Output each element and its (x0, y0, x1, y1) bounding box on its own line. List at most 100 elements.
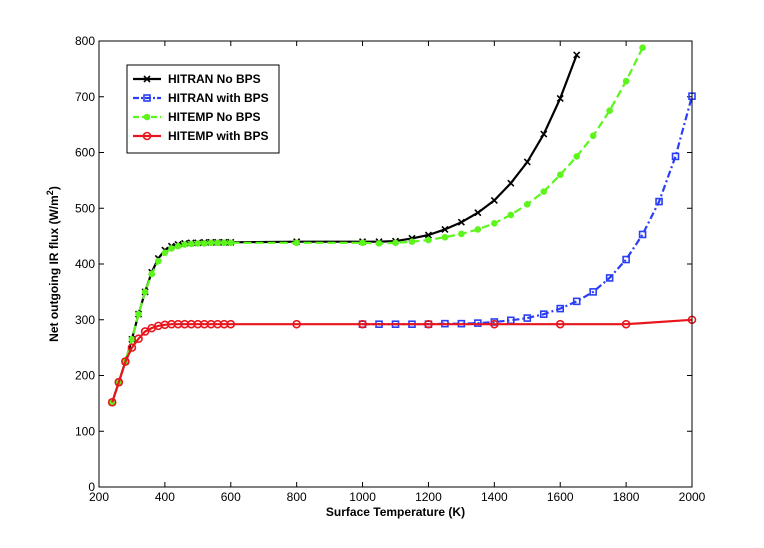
y-tick-label: 600 (75, 146, 95, 160)
hitran-no-bps-point-stroke (507, 179, 515, 187)
hitemp-with-bps-point (226, 319, 236, 329)
hitran-with-bps-point (605, 274, 614, 282)
series-group (107, 44, 697, 407)
hitemp-no-bps-point (523, 201, 531, 208)
hitemp-no-bps-point (639, 44, 646, 51)
hitemp-no-bps-point (181, 241, 188, 248)
hitemp-with-bps-point (490, 319, 499, 329)
hitemp-no-bps-point (556, 171, 564, 179)
hitran-no-bps-point (490, 196, 498, 205)
hitran-no-bps-point-stroke (474, 209, 482, 217)
hitemp-no-bps-point (135, 310, 142, 318)
hitran-no-bps-point (540, 130, 548, 138)
hitran-with-bps-point (539, 310, 548, 318)
x-tick-label: 400 (155, 490, 175, 504)
x-tick-label: 1000 (349, 490, 376, 504)
hitemp-no-bps-point (491, 220, 498, 227)
x-tick-label: 800 (287, 490, 307, 504)
hitemp-no-bps-point (214, 239, 221, 247)
hitemp-no-bps-point (507, 211, 515, 219)
hitemp-no-bps-point (220, 239, 228, 247)
y-tick-label: 100 (75, 424, 95, 438)
hitran-no-bps-point-stroke (441, 225, 449, 234)
y-axis-label-close: ) (47, 186, 61, 190)
hitran-no-bps-point (424, 231, 433, 239)
hitemp-no-bps-point (540, 188, 548, 195)
y-axis-label-superscript: 2 (45, 190, 55, 195)
hitran-no-bps-point (507, 179, 515, 187)
hitemp-no-bps-point (392, 239, 399, 247)
x-tick-label: 1600 (547, 490, 574, 504)
series-hitemp-with-bps (107, 315, 697, 407)
hitran-with-bps-point (622, 255, 630, 264)
y-tick-label: 700 (75, 90, 95, 104)
hitemp-no-bps-point (425, 236, 432, 244)
hitemp-no-bps-point (606, 107, 613, 114)
hitemp-no-bps-point (227, 239, 235, 247)
y-tick-label: 200 (75, 369, 95, 383)
x-tick-label: 1400 (481, 490, 508, 504)
hitemp-no-bps-point (359, 239, 366, 247)
hitemp-with-bps-point (134, 334, 143, 344)
hitemp-no-bps-point (148, 270, 156, 278)
plot-frame (98, 40, 693, 488)
hitemp-no-bps-point (207, 239, 215, 247)
y-tick-label: 300 (75, 313, 95, 327)
hitemp-with-bps-point (358, 319, 367, 329)
hitran-no-bps-point-stroke (540, 130, 548, 138)
hitemp-no-bps-point (128, 335, 136, 343)
hitemp-no-bps-point (474, 226, 482, 233)
hitemp-no-bps-point (293, 239, 300, 247)
hitemp-no-bps-point (194, 240, 202, 247)
x-tick-label: 1200 (415, 490, 442, 504)
hitran-with-bps-point (474, 319, 482, 327)
x-tick-label: 2000 (679, 490, 706, 504)
legend-hitran-with-bps-point (143, 94, 151, 102)
y-tick-label: 800 (75, 34, 95, 48)
y-axis-label: Net outgoing IR flux (W/m2) (45, 186, 61, 342)
hitran-with-bps-point (655, 197, 663, 206)
hitran-with-bps-point (556, 304, 565, 313)
legend-hitemp-no-bps-point (143, 113, 151, 121)
hitemp-no-bps-point (441, 233, 449, 241)
hitemp-no-bps-point (155, 257, 162, 265)
hitran-no-bps-point-stroke (457, 218, 465, 226)
hitemp-no-bps-point (161, 249, 169, 257)
hitran-no-bps-point (556, 94, 564, 102)
legend: HITRAN No BPS HITRAN with BPS HITEMP No BP… (126, 64, 280, 154)
hitemp-with-bps-point (127, 343, 137, 352)
y-tick-label: 400 (75, 257, 95, 271)
hitemp-no-bps-point (622, 77, 630, 85)
hitran-no-bps-point (573, 51, 581, 59)
hitran-no-bps-point-stroke (573, 51, 581, 59)
y-tick-label: 500 (75, 201, 95, 215)
hitran-with-bps-point (589, 288, 597, 296)
hitemp-no-bps-point (174, 242, 182, 250)
legend-label-hitran-no-bps: HITRAN No BPS (168, 72, 261, 86)
hitran-no-bps-point (523, 158, 531, 166)
hitran-with-bps-point (572, 297, 581, 306)
y-tick-label: 0 (88, 480, 95, 494)
hitemp-no-bps-point (201, 240, 208, 247)
hitran-no-bps-point-stroke (424, 231, 433, 239)
y-axis-label-main: Net outgoing IR flux (W/m (47, 195, 61, 342)
hitemp-with-bps-point (555, 319, 565, 329)
series-line-hitran-with-bps (362, 95, 694, 326)
x-tick-label: 600 (221, 490, 241, 504)
x-tick-label: 200 (89, 490, 109, 504)
hitran-no-bps-point (441, 225, 449, 234)
hitran-no-bps-point (457, 218, 465, 226)
hitemp-no-bps-point (458, 230, 465, 238)
legend-hitemp-with-bps-point (142, 131, 152, 141)
hitran-with-bps-point (523, 314, 532, 322)
hitemp-no-bps-point (187, 240, 195, 248)
hitemp-no-bps-point (168, 245, 175, 252)
x-axis-label: Surface Temperature (K) (326, 505, 465, 519)
hitran-no-bps-point (474, 209, 482, 217)
hitemp-no-bps-point (408, 238, 416, 245)
x-tick-label: 1800 (613, 490, 640, 504)
hitemp-no-bps-point (375, 240, 383, 247)
hitemp-with-bps-point (107, 397, 117, 407)
legend-label-hitemp-with-bps: HITEMP with BPS (168, 129, 268, 143)
